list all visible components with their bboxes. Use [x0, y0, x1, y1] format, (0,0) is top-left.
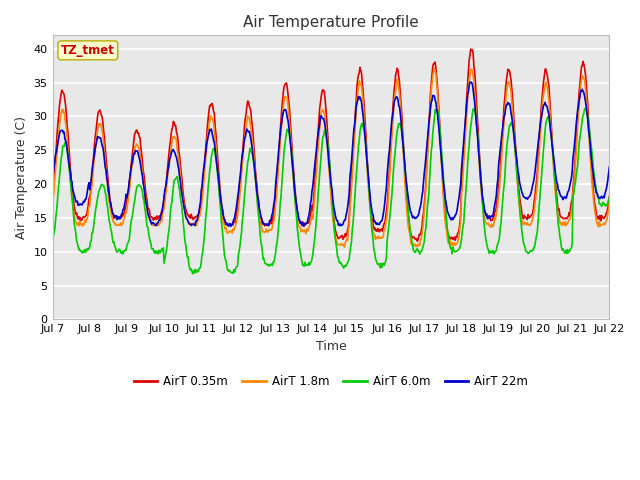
AirT 6.0m	[399, 145, 407, 151]
AirT 22m	[605, 164, 613, 170]
AirT 6.0m	[173, 175, 180, 180]
AirT 1.8m	[49, 199, 56, 205]
AirT 0.35m	[399, 128, 406, 133]
AirT 22m	[116, 216, 124, 222]
Y-axis label: Air Temperature (C): Air Temperature (C)	[15, 116, 28, 239]
Line: AirT 0.35m: AirT 0.35m	[52, 49, 609, 241]
AirT 6.0m	[416, 251, 424, 257]
AirT 22m	[59, 128, 67, 133]
AirT 6.0m	[470, 106, 477, 111]
AirT 0.35m	[59, 89, 67, 95]
AirT 0.35m	[605, 193, 613, 199]
AirT 22m	[227, 224, 234, 229]
AirT 22m	[399, 145, 407, 151]
AirT 6.0m	[49, 239, 56, 244]
AirT 1.8m	[59, 109, 67, 115]
AirT 22m	[416, 206, 424, 212]
AirT 0.35m	[49, 190, 56, 195]
Text: TZ_tmet: TZ_tmet	[61, 44, 115, 57]
Title: Air Temperature Profile: Air Temperature Profile	[243, 15, 419, 30]
AirT 6.0m	[605, 195, 613, 201]
AirT 0.35m	[173, 129, 180, 135]
AirT 6.0m	[116, 247, 124, 252]
AirT 1.8m	[340, 244, 348, 250]
AirT 22m	[49, 176, 56, 182]
AirT 6.0m	[189, 271, 196, 276]
AirT 0.35m	[467, 46, 475, 52]
Line: AirT 22m: AirT 22m	[52, 82, 609, 227]
Line: AirT 1.8m: AirT 1.8m	[52, 68, 609, 247]
AirT 0.35m	[116, 215, 124, 220]
Line: AirT 6.0m: AirT 6.0m	[52, 108, 609, 274]
AirT 1.8m	[416, 242, 424, 248]
Legend: AirT 0.35m, AirT 1.8m, AirT 6.0m, AirT 22m: AirT 0.35m, AirT 1.8m, AirT 6.0m, AirT 2…	[129, 371, 532, 393]
AirT 0.35m	[416, 231, 424, 237]
AirT 22m	[173, 155, 180, 160]
AirT 6.0m	[59, 144, 67, 149]
AirT 1.8m	[173, 137, 180, 143]
AirT 1.8m	[202, 155, 210, 160]
AirT 1.8m	[605, 200, 613, 206]
AirT 0.35m	[202, 143, 210, 148]
AirT 1.8m	[116, 222, 124, 228]
AirT 6.0m	[203, 206, 211, 212]
X-axis label: Time: Time	[316, 340, 346, 353]
AirT 22m	[202, 149, 210, 155]
AirT 0.35m	[413, 239, 421, 244]
AirT 1.8m	[399, 152, 407, 157]
AirT 22m	[466, 79, 474, 85]
AirT 1.8m	[431, 65, 438, 71]
